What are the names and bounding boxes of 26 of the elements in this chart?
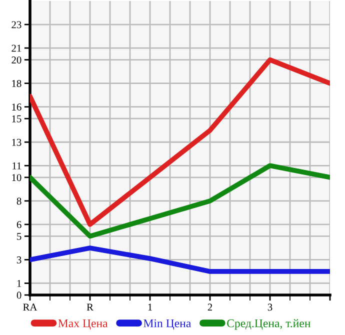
x-tick-label: R xyxy=(86,304,94,311)
y-tick-label: 20 xyxy=(12,56,22,64)
y-tick-label: 8 xyxy=(16,198,22,205)
y-tick-label: 16 xyxy=(12,104,22,111)
x-tick-label: RA xyxy=(23,304,38,311)
y-tick-label: 23 xyxy=(12,21,22,28)
x-tick-label: 3 xyxy=(268,304,272,311)
y-tick-label: 5 xyxy=(17,232,22,240)
legend-label: Max Цена xyxy=(58,319,108,330)
line-series xyxy=(30,163,330,239)
y-tick-label: 0 xyxy=(16,292,22,299)
y-tick-label: 18 xyxy=(12,80,22,88)
y-tick-label: 6 xyxy=(16,221,22,228)
legend-label: Min Цена xyxy=(144,319,192,330)
line-series xyxy=(30,57,330,227)
legend-label: Сред.Цена, т.йен xyxy=(227,319,310,330)
x-tick-label: 2 xyxy=(208,304,212,311)
y-tick-label: 13 xyxy=(12,138,22,146)
x-tick-label: 1 xyxy=(148,304,152,311)
y-tick-label: 10 xyxy=(12,174,22,182)
y-tick-label: 3 xyxy=(16,256,22,264)
y-tick-label: 21 xyxy=(12,44,22,52)
y-tick-label: 1 xyxy=(17,280,22,287)
line-series xyxy=(30,246,330,274)
y-tick-label: 11 xyxy=(12,162,22,170)
y-tick-label: 15 xyxy=(12,115,22,122)
